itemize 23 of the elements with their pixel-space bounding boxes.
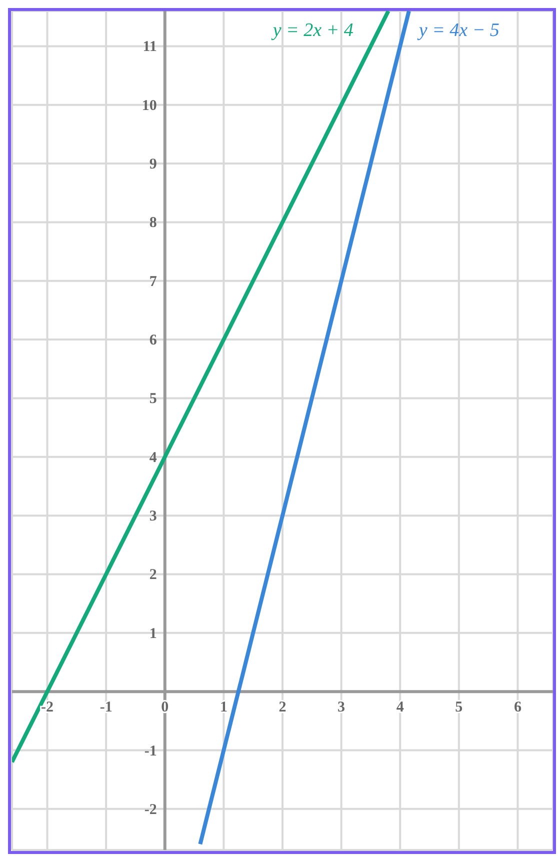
series-label: y = 2x + 4 bbox=[270, 20, 354, 41]
y-tick-label: 10 bbox=[142, 98, 157, 114]
y-tick-label: 8 bbox=[149, 215, 157, 232]
x-tick-label: 6 bbox=[514, 700, 522, 716]
series-label: y = 4x − 5 bbox=[416, 20, 500, 41]
x-tick-label: 4 bbox=[396, 700, 404, 716]
x-tick-label: 1 bbox=[220, 700, 228, 716]
x-tick-label: 5 bbox=[455, 700, 463, 716]
y-tick-label: 5 bbox=[149, 391, 157, 408]
y-tick-label: 7 bbox=[149, 274, 158, 290]
y-tick-label: 1 bbox=[149, 626, 157, 642]
y-tick-label: 11 bbox=[142, 39, 157, 56]
y-tick-label: 3 bbox=[149, 508, 157, 525]
x-tick-label: 2 bbox=[278, 700, 286, 716]
x-tick-label: -2 bbox=[41, 700, 54, 716]
y-tick-label: 2 bbox=[149, 567, 157, 584]
y-tick-label: 4 bbox=[149, 450, 158, 466]
y-tick-label: -2 bbox=[144, 802, 157, 818]
y-tick-label: 6 bbox=[149, 332, 158, 349]
y-tick-label: 9 bbox=[149, 156, 157, 173]
x-tick-label: 3 bbox=[338, 700, 346, 716]
y-tick-label: -1 bbox=[144, 743, 157, 760]
x-tick-label: -1 bbox=[100, 700, 112, 716]
